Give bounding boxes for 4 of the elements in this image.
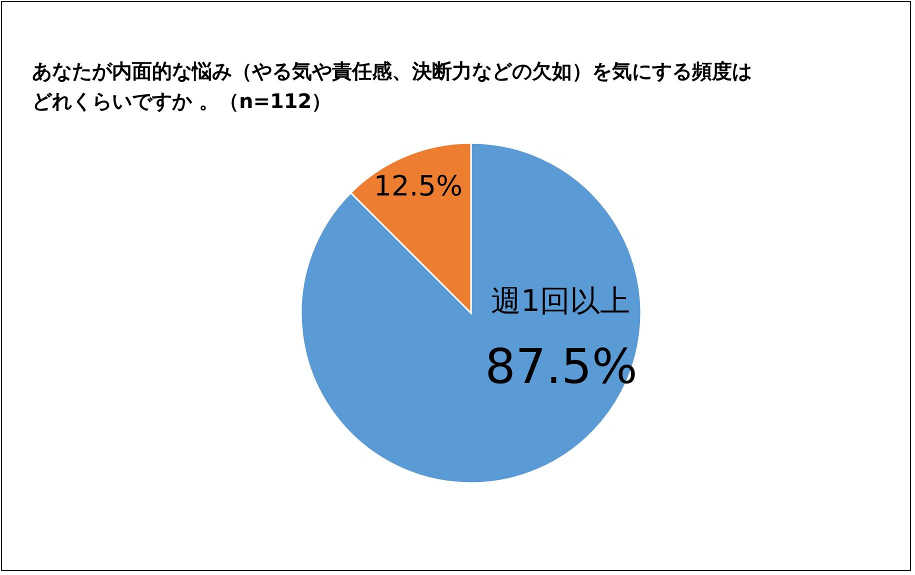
chart-title: あなたが内面的な悩み（やる気や責任感、決断力などの欠如）を気にする頻度はどれくらいですか 。（n=112）	[32, 58, 753, 115]
slice-label: 週1回以上	[491, 284, 630, 319]
data-label: 12.5%	[374, 170, 463, 203]
pie-slice	[300, 142, 642, 484]
